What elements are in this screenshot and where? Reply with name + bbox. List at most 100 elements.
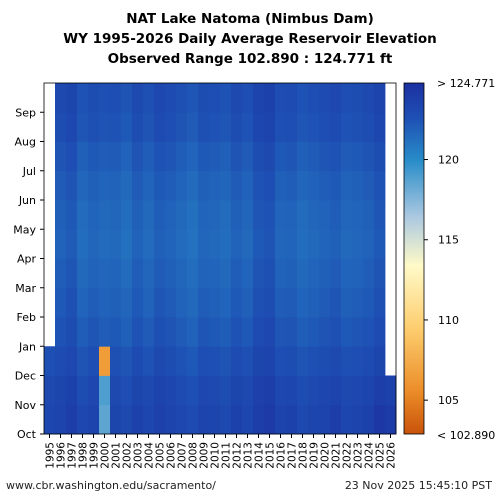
heatmap-cell — [66, 200, 78, 230]
heatmap-cell — [121, 229, 133, 259]
y-tick-label: Jul — [22, 165, 36, 178]
y-tick-label: Apr — [17, 253, 37, 266]
heatmap-cell — [330, 287, 342, 318]
heatmap-cell — [198, 287, 210, 318]
heatmap-cell — [154, 141, 166, 172]
heatmap-cell — [297, 258, 309, 289]
footer-url[interactable]: www.cbr.washington.edu/sacramento/ — [6, 479, 216, 492]
heatmap-cell — [352, 83, 364, 113]
heatmap-cell — [308, 346, 320, 376]
heatmap-cell — [77, 229, 89, 259]
heatmap-cell — [341, 83, 353, 113]
heatmap-cell — [187, 317, 199, 347]
heatmap-cell — [374, 112, 386, 142]
heatmap-cell — [88, 375, 100, 406]
heatmap-cell — [253, 287, 265, 318]
heatmap-cell — [165, 375, 177, 406]
heatmap-cell — [286, 404, 298, 435]
heatmap-cell — [88, 200, 100, 230]
heatmap-cell — [352, 258, 364, 289]
heatmap-cell — [55, 404, 67, 435]
heatmap-cell — [231, 112, 243, 142]
heatmap-cell — [308, 141, 320, 172]
heatmap-cell — [231, 83, 243, 113]
heatmap-cell — [99, 112, 111, 142]
heatmap-cell — [330, 83, 342, 113]
heatmap-cell — [319, 287, 331, 318]
heatmap-cell — [99, 287, 111, 318]
x-tick-label: 2012 — [232, 442, 244, 469]
heatmap-cell — [44, 346, 56, 376]
heatmap-cell — [308, 170, 320, 201]
heatmap-cell — [319, 141, 331, 172]
heatmap-cell — [231, 346, 243, 376]
heatmap-cell — [308, 83, 320, 113]
x-tick-label: 2011 — [221, 442, 233, 469]
heatmap-cell — [242, 112, 254, 142]
heatmap-cell — [99, 229, 111, 259]
heatmap-cell — [275, 375, 287, 406]
heatmap-cell — [264, 375, 276, 406]
heatmap-cell — [176, 170, 188, 201]
heatmap-cell — [231, 287, 243, 318]
heatmap-cell — [330, 317, 342, 347]
heatmap-cell — [187, 404, 199, 435]
heatmap-cell — [363, 404, 375, 435]
title-block: NAT Lake Natoma (Nimbus Dam) WY 1995-202… — [0, 9, 500, 69]
heatmap-cell — [220, 83, 232, 113]
heatmap-cell — [132, 287, 144, 318]
heatmap-cell — [88, 112, 100, 142]
heatmap-cell — [242, 346, 254, 376]
heatmap-cell — [231, 200, 243, 230]
heatmap-cell — [286, 258, 298, 289]
heatmap-cell — [77, 287, 89, 318]
heatmap-cell — [99, 83, 111, 113]
heatmap-cell — [99, 258, 111, 289]
heatmap-cell — [121, 317, 133, 347]
heatmap-cell — [154, 287, 166, 318]
heatmap-cell — [330, 346, 342, 376]
heatmap-cell — [363, 229, 375, 259]
heatmap-cell — [55, 258, 67, 289]
heatmap-cell — [198, 346, 210, 376]
heatmap-cell — [297, 141, 309, 172]
heatmap-cell — [286, 346, 298, 376]
heatmap-cell — [341, 258, 353, 289]
heatmap-cell — [319, 404, 331, 435]
heatmap-cell — [66, 346, 78, 376]
heatmap-cell — [44, 375, 56, 406]
heatmap-cell — [264, 346, 276, 376]
heatmap-cell — [297, 375, 309, 406]
heatmap-cell — [253, 141, 265, 172]
heatmap-cell — [110, 375, 122, 406]
heatmap-cell — [176, 375, 188, 406]
heatmap-cell — [110, 258, 122, 289]
heatmap-cell — [264, 287, 276, 318]
heatmap-cell — [242, 317, 254, 347]
heatmap-cell — [99, 200, 111, 230]
heatmap-cell — [319, 83, 331, 113]
x-tick-label: 2024 — [364, 442, 376, 469]
heatmap-cell — [330, 141, 342, 172]
heatmap-cell — [209, 141, 221, 172]
heatmap-cell — [198, 200, 210, 230]
heatmap-cell — [110, 404, 122, 435]
heatmap-cell — [66, 229, 78, 259]
heatmap-cell — [242, 83, 254, 113]
heatmap-cell — [264, 229, 276, 259]
heatmap-cell — [198, 404, 210, 435]
y-tick-label: Oct — [17, 428, 37, 441]
colorbar-tick-label: 105 — [438, 394, 459, 407]
heatmap-cell — [77, 258, 89, 289]
heatmap-cell — [198, 170, 210, 201]
heatmap-cell — [88, 83, 100, 113]
heatmap-cell — [319, 317, 331, 347]
x-tick-label: 2018 — [298, 442, 310, 469]
heatmap-cell — [176, 287, 188, 318]
heatmap-cell — [297, 317, 309, 347]
heatmap-cell — [198, 83, 210, 113]
heatmap-cell — [220, 346, 232, 376]
y-tick-label: Aug — [15, 136, 36, 149]
x-tick-label: 2003 — [133, 442, 145, 469]
heatmap-cell — [66, 375, 78, 406]
